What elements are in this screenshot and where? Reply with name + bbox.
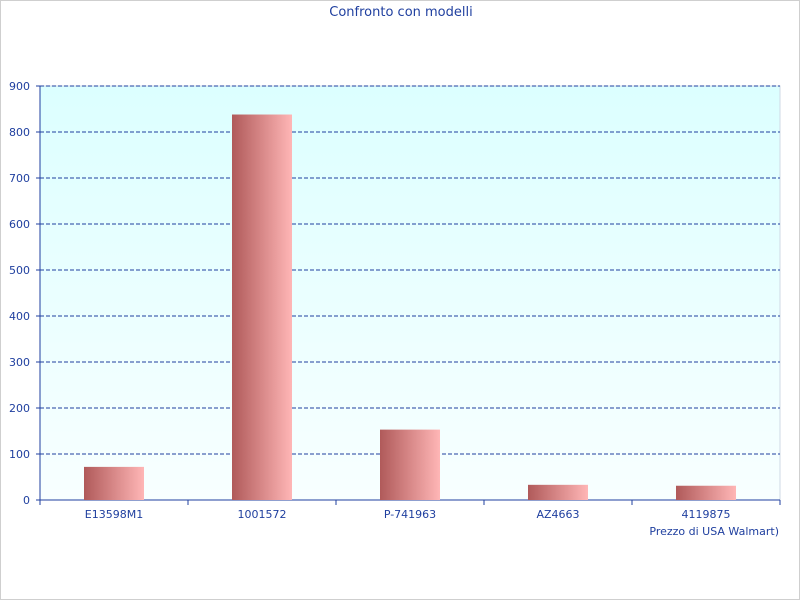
bar bbox=[84, 466, 144, 500]
y-tick-label: 300 bbox=[9, 356, 30, 369]
x-tick-label: AZ4663 bbox=[536, 508, 579, 521]
y-tick-label: 800 bbox=[9, 126, 30, 139]
y-tick-label: 500 bbox=[9, 264, 30, 277]
y-tick-label: 700 bbox=[9, 172, 30, 185]
bar bbox=[380, 429, 440, 500]
y-tick-label: 900 bbox=[9, 80, 30, 93]
x-tick-label: P-741963 bbox=[384, 508, 436, 521]
y-axis: 0 100 200 300 400 500 600 700 800 900 bbox=[9, 80, 41, 507]
x-tick-label: E13598M1 bbox=[85, 508, 143, 521]
x-tick-label: 1001572 bbox=[238, 508, 287, 521]
bar bbox=[528, 484, 588, 500]
y-tick-label: 400 bbox=[9, 310, 30, 323]
y-tick-label: 600 bbox=[9, 218, 30, 231]
chart-title: Confronto con modelli bbox=[329, 5, 473, 20]
x-tick-label: 4119875 bbox=[682, 508, 731, 521]
y-tick-label: 100 bbox=[9, 448, 30, 461]
x-axis: E13598M1 1001572 P-741963 AZ4663 4119875 bbox=[39, 499, 781, 521]
bar bbox=[676, 485, 736, 500]
y-tick-label: 200 bbox=[9, 402, 30, 415]
y-tick-label: 0 bbox=[23, 494, 30, 507]
bar bbox=[232, 114, 292, 501]
x-axis-title: Prezzo di USA Walmart) bbox=[649, 525, 779, 538]
bars bbox=[84, 114, 736, 501]
grid-lines bbox=[40, 85, 780, 455]
